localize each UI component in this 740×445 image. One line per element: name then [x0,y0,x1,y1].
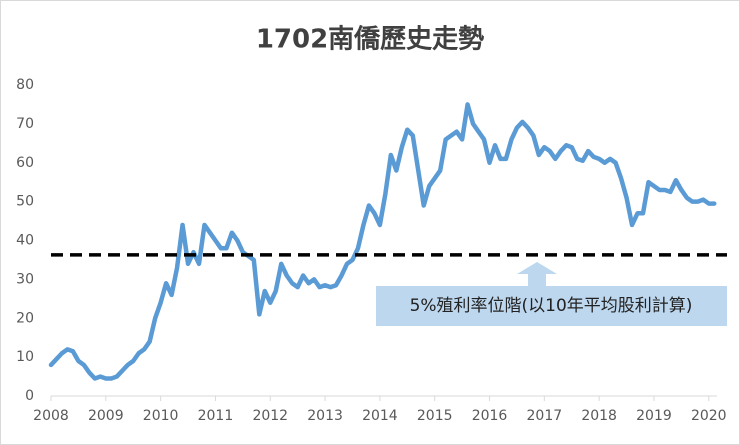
x-tick-label: 2011 [198,408,234,424]
annotation-box [376,286,727,326]
x-tick-label: 2010 [143,408,179,424]
x-tick-label: 2013 [307,408,343,424]
plot-area: 0 10 20 30 40 50 60 70 80 2008 2009 2010 2011 2012 201… [16,77,727,424]
y-tick-label: 80 [16,77,34,93]
x-tick-label: 2014 [362,408,398,424]
data-line [48,102,717,381]
x-tick-label: 2018 [581,408,617,424]
annotation-arrow [517,262,557,286]
x-tick-label: 2012 [252,408,288,424]
chart-title: 1702南僑歷史走勢 [256,25,484,55]
x-tick-label: 2017 [527,408,563,424]
x-tick-label: 2016 [472,408,508,424]
y-tick-label: 0 [25,388,34,404]
y-tick-label: 20 [16,310,34,326]
x-tick-label: 2015 [417,408,453,424]
y-tick-label: 40 [16,233,34,249]
annotation-text: 5%殖利率位階(以10年平均股利計算) [410,296,693,316]
y-tick-label: 10 [16,349,34,365]
y-tick-label: 70 [16,116,34,132]
y-tick-label: 50 [16,194,34,210]
x-tick-label: 2019 [636,408,672,424]
annotation: 5%殖利率位階(以10年平均股利計算) [376,262,727,326]
x-tick-label: 2008 [33,408,69,424]
y-tick-label: 30 [16,271,34,287]
y-tick-label: 60 [16,155,34,171]
x-tick-label: 2009 [88,408,124,424]
x-tick-label: 2020 [691,408,727,424]
